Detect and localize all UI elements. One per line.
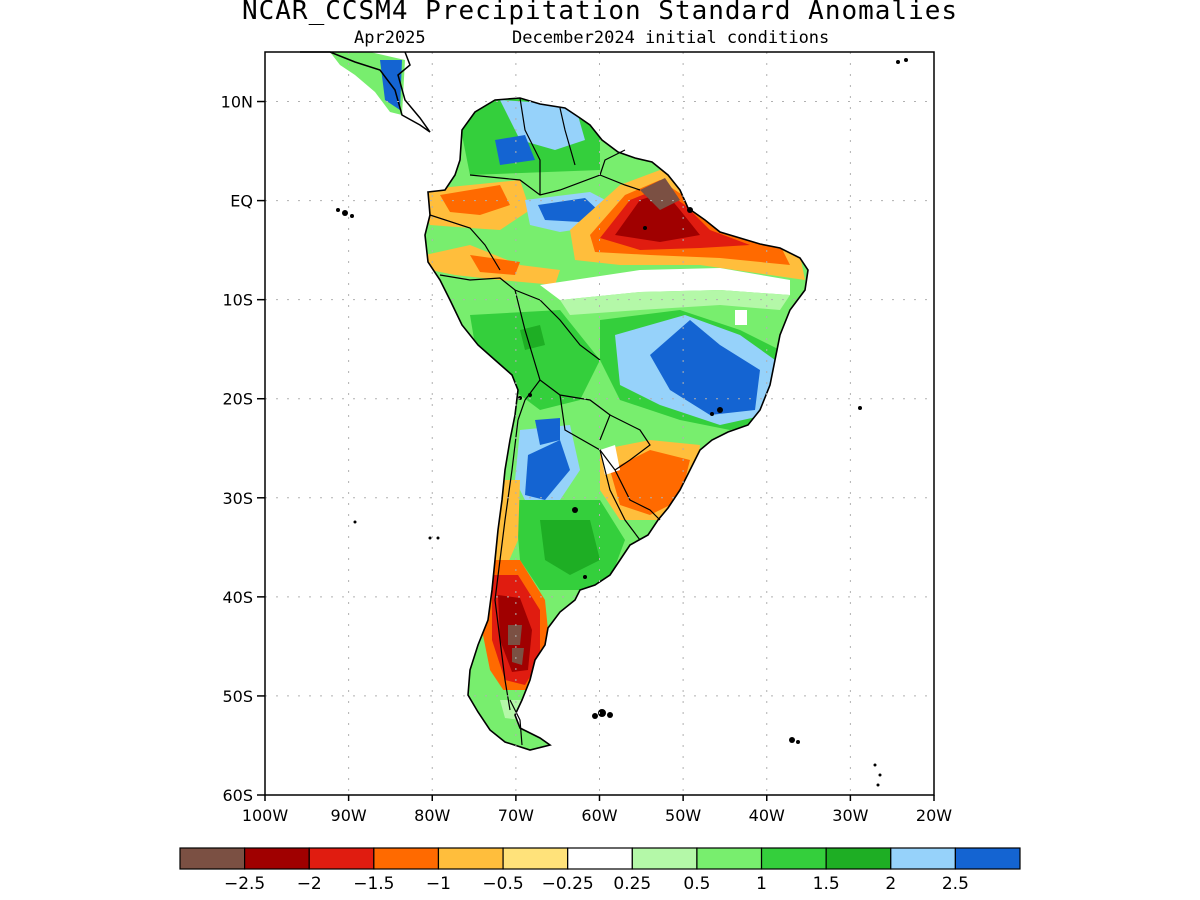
colorbar-swatch [437, 847, 504, 870]
lon-tick-label: 30W [832, 806, 868, 825]
colorbar-label: 2 [885, 874, 896, 894]
lat-tick-label: 30S [222, 489, 253, 508]
colorbar-label: −0.25 [542, 874, 594, 894]
lon-tick-label: 40W [749, 806, 785, 825]
islands [336, 58, 908, 787]
colorbar-swatch [825, 847, 892, 870]
colorbar-label: −1 [426, 874, 451, 894]
central-america [300, 51, 431, 133]
colorbar-label: −2 [297, 874, 322, 894]
lat-tick-label: 40S [222, 588, 253, 607]
lon-tick-label: 50W [665, 806, 701, 825]
colorbar-label: 0.25 [613, 874, 651, 894]
lat-tick-label: 50S [222, 687, 253, 706]
lon-tick-label: 80W [414, 806, 450, 825]
map-title: NCAR_CCSM4 Precipitation Standard Anomal… [241, 0, 959, 26]
colorbar-label: −2.5 [224, 874, 265, 894]
lat-tick-label: EQ [230, 192, 253, 211]
lat-tick-label: 20S [222, 390, 253, 409]
lon-tick-label: 100W [242, 806, 289, 825]
longitude-axis: 100W 90W 80W 70W 60W 50W 40W 30W 20W [242, 795, 952, 825]
colorbar: −2.5 −2 −1.5 −1 −0.5 −0.25 0.25 0.5 1 1.5 2 2.5 [179, 847, 1021, 894]
lat-tick-label: 60S [222, 786, 253, 805]
grid-lines [265, 52, 934, 795]
lon-tick-label: 70W [498, 806, 534, 825]
colorbar-label: 0.5 [683, 874, 710, 894]
colorbar-swatch [373, 847, 440, 870]
colorbar-swatch [890, 847, 956, 870]
colorbar-label: 2.5 [942, 874, 969, 894]
country-borders [429, 97, 661, 746]
colorbar-label: 1 [756, 874, 767, 894]
colorbar-swatch [760, 847, 827, 870]
colorbar-label: −1.5 [353, 874, 394, 894]
lat-tick-label: 10S [222, 291, 253, 310]
colorbar-label: −0.5 [482, 874, 523, 894]
latitude-axis: 10N EQ 10S 20S 30S 40S 50S 60S [221, 93, 265, 805]
colorbar-swatch [631, 847, 698, 870]
colorbar-swatch [696, 847, 763, 870]
colorbar-swatch [502, 847, 569, 870]
initial-conditions: December2024 initial conditions [512, 28, 830, 48]
coastlines [424, 97, 809, 751]
lon-tick-label: 60W [581, 806, 617, 825]
colorbar-swatch [308, 847, 375, 870]
colorbar-swatch [179, 847, 246, 870]
colorbar-swatch [567, 847, 633, 870]
colorbar-swatch [954, 847, 1021, 870]
lat-tick-label: 10N [221, 93, 253, 112]
forecast-month: Apr2025 [354, 28, 426, 48]
colorbar-label: 1.5 [813, 874, 840, 894]
colorbar-swatch [244, 847, 310, 870]
lon-tick-label: 20W [916, 806, 952, 825]
lon-tick-label: 90W [331, 806, 367, 825]
